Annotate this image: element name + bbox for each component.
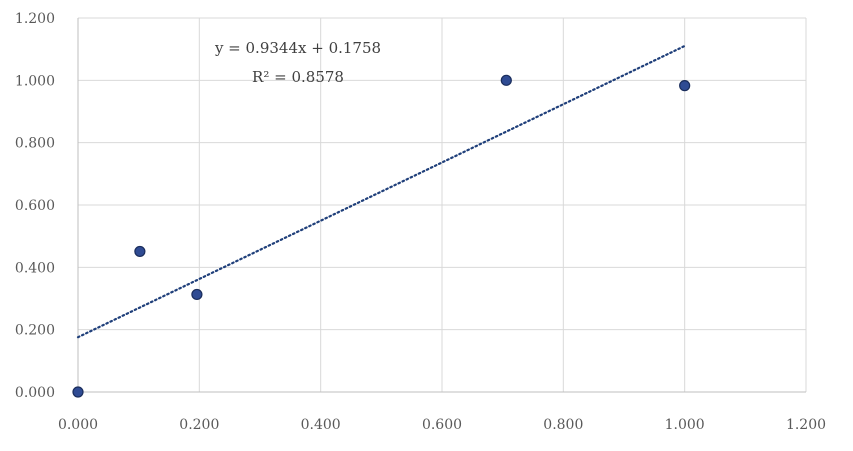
y-tick-label: 0.200 xyxy=(15,323,55,339)
x-tick-label: 0.000 xyxy=(58,417,98,433)
grid xyxy=(78,17,807,392)
axes xyxy=(77,18,806,393)
trendline-equation: y = 0.9344x + 0.1758 xyxy=(214,39,381,57)
y-tick-label: 0.400 xyxy=(15,260,55,276)
data-point xyxy=(134,245,146,258)
y-tick-label: 0.600 xyxy=(15,198,55,214)
x-tick-label: 0.400 xyxy=(301,417,341,433)
r-squared-label: R² = 0.8578 xyxy=(252,68,344,86)
data-points xyxy=(72,74,691,398)
x-tick-label: 1.200 xyxy=(786,417,826,433)
trendline-layer xyxy=(76,44,686,339)
y-tick-label: 0.800 xyxy=(15,136,55,152)
x-tick-label: 0.800 xyxy=(543,417,583,433)
trendline xyxy=(76,44,686,339)
y-tick-label: 1.200 xyxy=(15,11,55,27)
x-tick-label: 1.000 xyxy=(665,417,705,433)
data-point xyxy=(679,80,691,92)
data-point xyxy=(72,386,84,398)
x-tick-label: 0.200 xyxy=(179,417,219,433)
y-tick-label: 0.000 xyxy=(15,385,55,401)
tick-labels: 0.000 0.200 0.400 0.600 0.800 1.000 1.200 0.000… xyxy=(15,11,826,433)
x-tick-label: 0.600 xyxy=(422,417,462,433)
data-point xyxy=(191,288,203,301)
data-point xyxy=(500,74,512,86)
y-tick-label: 1.000 xyxy=(15,73,55,89)
